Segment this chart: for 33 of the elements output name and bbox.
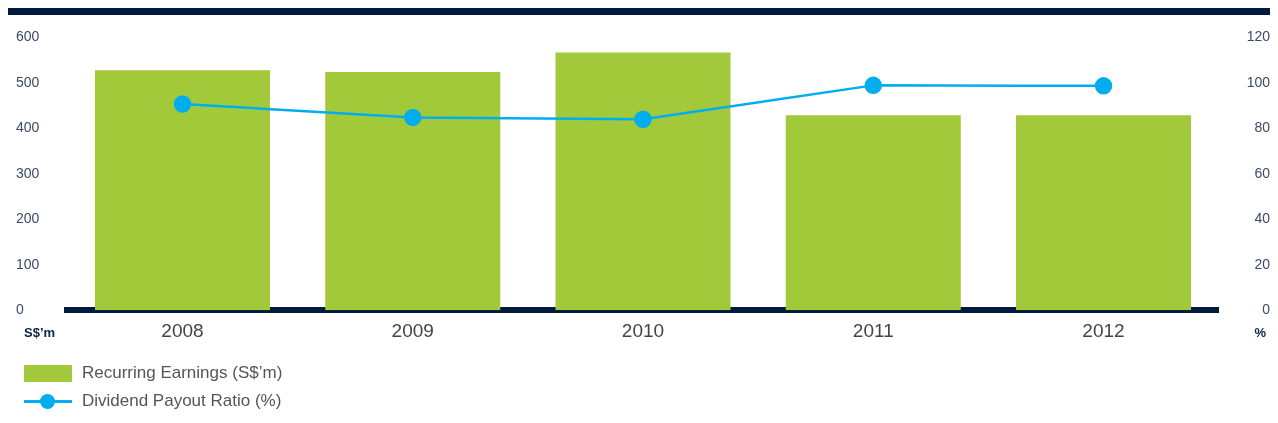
point xyxy=(173,95,192,113)
bar xyxy=(785,115,961,311)
point xyxy=(634,110,652,128)
y2-tick-label: 0 xyxy=(1262,301,1271,318)
x-tick-label: 2008 xyxy=(161,319,204,341)
y2-tick-label: 40 xyxy=(1254,210,1271,227)
y2-axis-title: % xyxy=(1254,324,1267,340)
y2-tick-label: 80 xyxy=(1254,119,1271,136)
x-tick-label: 2012 xyxy=(1082,319,1125,341)
y-tick-label: 400 xyxy=(16,119,40,136)
x-tick-label: 2011 xyxy=(852,319,894,341)
y-axis-title: S$’m xyxy=(24,324,56,340)
y-tick-label: 600 xyxy=(16,28,40,45)
y2-tick-label: 20 xyxy=(1254,255,1271,272)
y2-tick-label: 100 xyxy=(1246,73,1271,90)
point xyxy=(403,108,422,127)
y-tick-label: 100 xyxy=(16,255,40,272)
bar xyxy=(555,52,731,311)
x-tick-label: 2010 xyxy=(621,319,665,341)
y-tick-label: 0 xyxy=(16,301,24,318)
point xyxy=(864,76,883,95)
bar xyxy=(325,71,501,311)
y-tick-label: 300 xyxy=(16,164,40,181)
y-tick-label: 500 xyxy=(16,73,40,90)
y2-tick-label: 60 xyxy=(1254,164,1271,181)
legend-label: Dividend Payout Ratio (%) xyxy=(82,391,282,411)
bar xyxy=(1016,115,1192,311)
y-tick-label: 200 xyxy=(16,210,40,227)
legend-label: Recurring Earnings (S$’m) xyxy=(82,363,283,383)
point xyxy=(1094,77,1113,95)
bar xyxy=(94,70,270,311)
x-tick-label: 2009 xyxy=(391,319,434,341)
y2-tick-label: 120 xyxy=(1246,28,1271,45)
